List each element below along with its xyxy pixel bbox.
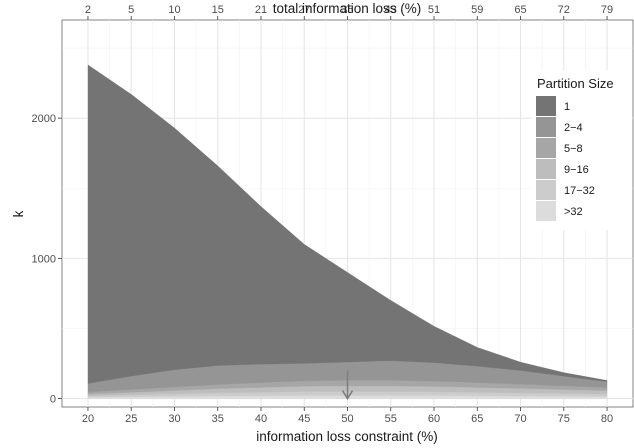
- x-tick-label: 80: [601, 413, 613, 425]
- legend-label: 5−8: [564, 143, 583, 155]
- top-x-tick-label: 2: [85, 4, 91, 16]
- top-x-tick-label: 51: [428, 4, 440, 16]
- legend-label: 9−16: [564, 164, 589, 176]
- top-axis-title: total information loss (%): [273, 1, 422, 16]
- y-axis-title: k: [11, 210, 26, 217]
- top-x-tick-label: 5: [128, 4, 134, 16]
- top-x-tick-label: 10: [168, 4, 180, 16]
- top-x-tick-label: 43: [385, 4, 397, 16]
- legend-label: 2−4: [564, 122, 583, 134]
- x-tick-label: 20: [82, 413, 94, 425]
- legend: Partition Size 1 2−4 5−8 9−16 17−32 >32: [531, 70, 632, 230]
- top-x-tick-label: 27: [298, 4, 310, 16]
- legend-key: [536, 96, 556, 116]
- legend-key: [536, 180, 556, 200]
- top-x-tick-label: 72: [558, 4, 570, 16]
- x-tick-label: 40: [255, 413, 267, 425]
- y-tick-label: 1000: [32, 253, 56, 265]
- axes: 20 25 30 35 40 45 50 55 60 65 70 75 802 5 10 15 21 27 35 43…: [32, 4, 614, 425]
- top-x-tick-label: 15: [212, 4, 224, 16]
- legend-key: [536, 159, 556, 179]
- x-tick-label: 75: [558, 413, 570, 425]
- x-tick-label: 30: [168, 413, 180, 425]
- legend-key: [536, 201, 556, 221]
- legend-label: 1: [564, 101, 570, 113]
- x-tick-label: 25: [125, 413, 137, 425]
- legend-key: [536, 117, 556, 137]
- top-x-tick-label: 21: [255, 4, 267, 16]
- x-axis-title: information loss constraint (%): [256, 429, 438, 444]
- legend-label: 17−32: [564, 185, 595, 197]
- x-tick-label: 55: [385, 413, 397, 425]
- legend-title: Partition Size: [537, 76, 614, 91]
- top-x-tick-label: 79: [601, 4, 613, 16]
- legend-key: [536, 138, 556, 158]
- top-x-tick-label: 35: [341, 4, 353, 16]
- x-tick-label: 60: [428, 413, 440, 425]
- y-tick-label: 2000: [32, 113, 56, 125]
- x-tick-label: 35: [212, 413, 224, 425]
- x-tick-label: 50: [341, 413, 353, 425]
- legend-label: >32: [564, 206, 583, 218]
- x-tick-label: 70: [514, 413, 526, 425]
- area-series-1: [87, 64, 608, 384]
- annotation-arrow-head: [341, 390, 354, 401]
- y-tick-label: 0: [50, 394, 56, 406]
- top-x-tick-label: 65: [514, 4, 526, 16]
- x-tick-label: 65: [471, 413, 483, 425]
- top-x-tick-label: 59: [471, 4, 483, 16]
- annotations: [341, 370, 354, 401]
- x-tick-label: 45: [298, 413, 310, 425]
